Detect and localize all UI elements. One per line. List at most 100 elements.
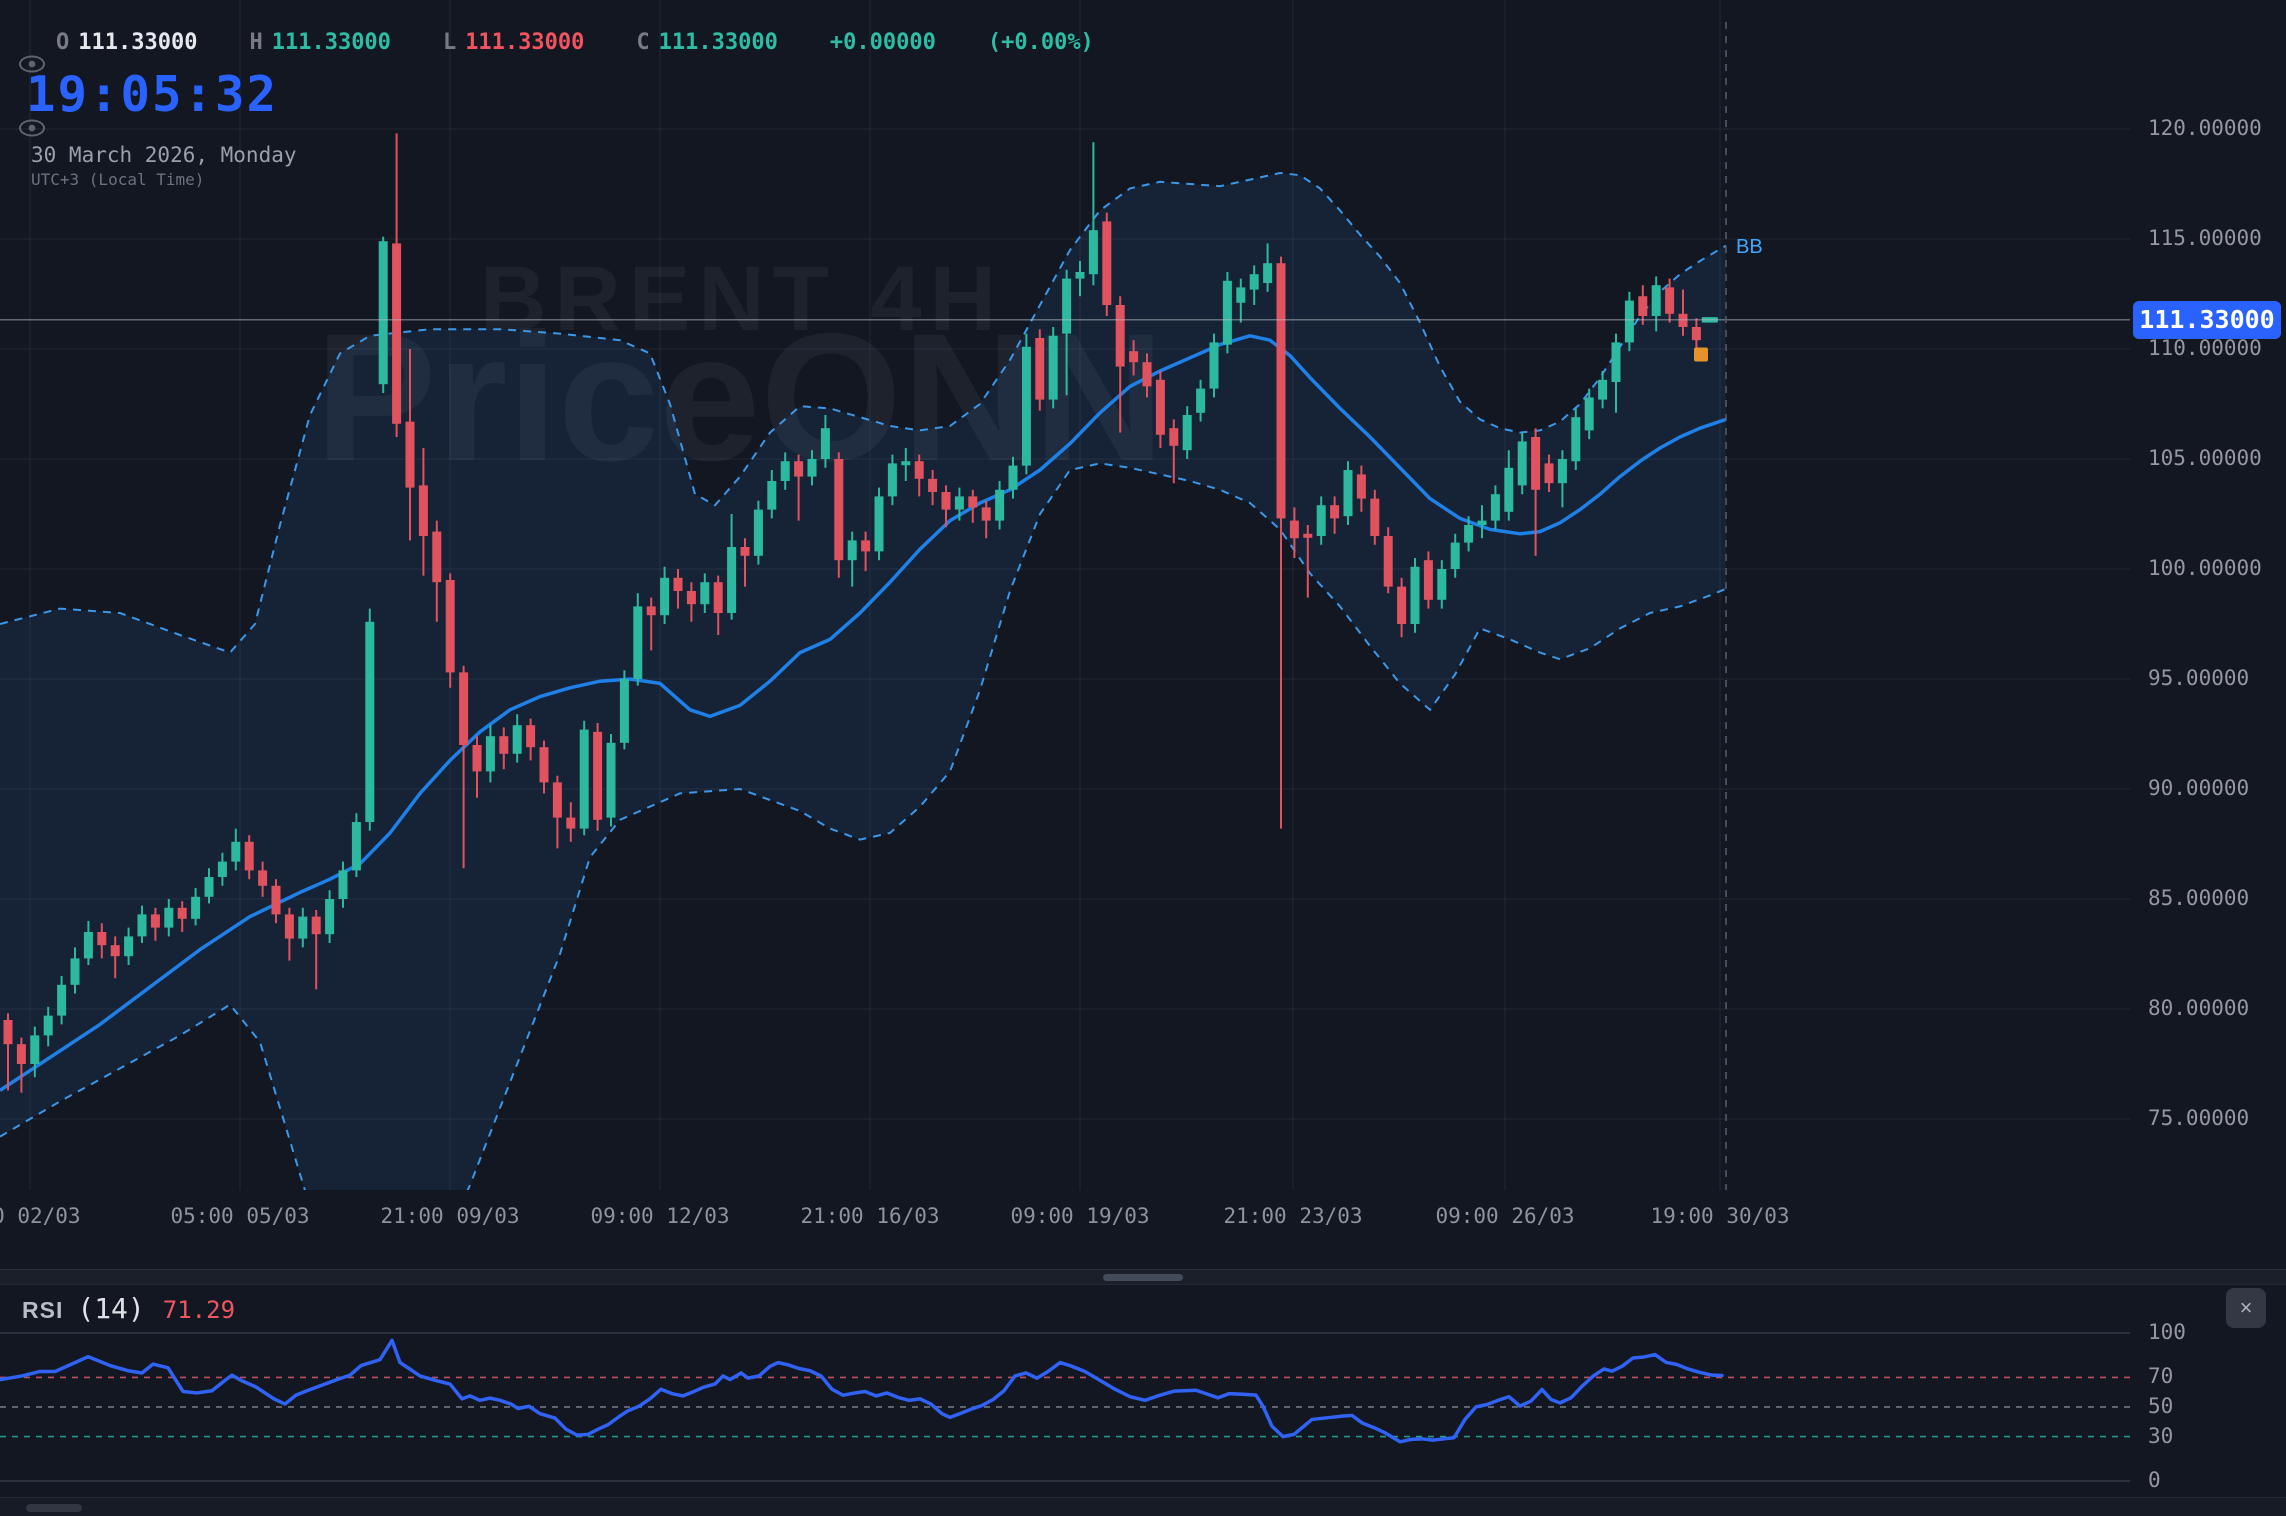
bb-lower-band [0, 462, 1727, 1190]
candle-body [1584, 397, 1594, 431]
candle-body [1490, 494, 1500, 521]
candle-body [619, 679, 629, 743]
current-date: 30 March 2026, Monday [31, 143, 297, 167]
time-axis[interactable]: 00 02/03 05:00 05/03 21:00 09/03 09:00 12/0… [0, 1196, 2130, 1236]
candle-body [1263, 263, 1273, 283]
candle-body [713, 582, 723, 613]
candle-body [1008, 465, 1018, 490]
candle-body [887, 463, 897, 497]
candle-body [485, 736, 495, 772]
candle-body [954, 496, 964, 510]
price-axis-label: 95.00000 [2148, 666, 2250, 690]
bollinger-band-label: BB [1736, 236, 1763, 258]
candle-body [83, 932, 93, 959]
candle-body [1316, 505, 1326, 536]
time-axis-label: 09:00 26/03 [1435, 1204, 1575, 1228]
candle-body [298, 916, 308, 939]
eye-icon[interactable] [17, 118, 47, 138]
candle-body [727, 547, 737, 613]
change-value: +0.00000 [829, 30, 936, 55]
scrollbar-nub[interactable] [26, 1504, 82, 1512]
rsi-indicator-header[interactable]: RSI (14) 71.29 [22, 1292, 235, 1325]
time-axis-label: 21:00 23/03 [1223, 1204, 1363, 1228]
candle-body [472, 745, 482, 772]
candle-body [1276, 263, 1286, 519]
candle-body [1021, 346, 1031, 466]
candle-body [392, 243, 402, 424]
close-value: 111.33000 [658, 30, 778, 55]
time-axis-label: 21:00 16/03 [800, 1204, 940, 1228]
candle-body [338, 870, 348, 899]
candle-body [874, 496, 884, 552]
time-axis-label: 19:00 30/03 [1650, 1204, 1790, 1228]
candle-body [593, 731, 603, 820]
candle-body [418, 485, 428, 536]
close-label: C [636, 30, 650, 55]
price-axis-label: 90.00000 [2148, 776, 2250, 800]
candle-body [633, 606, 643, 679]
open-label: O [56, 30, 70, 55]
rsi-period: (14) [77, 1292, 145, 1325]
candle-body [1517, 441, 1527, 486]
rsi-axis-label: 50 [2148, 1394, 2174, 1418]
price-axis[interactable]: 120.00000 115.00000 110.00000 105.00000 100.… [2130, 0, 2286, 1240]
candle-body [1504, 467, 1514, 512]
candle-body [97, 932, 107, 946]
bb-middle-line [0, 334, 1727, 1092]
candle-body [351, 822, 361, 871]
candle-body [1196, 388, 1206, 413]
candle-body [1598, 379, 1608, 400]
candle-body [1477, 520, 1487, 525]
candle-body [284, 914, 294, 939]
rsi-pane [0, 1338, 1724, 1444]
watermark-symbol: BRENT 4H [480, 248, 1004, 350]
candle-body [499, 736, 509, 754]
candle-body [57, 984, 67, 1016]
pane-resize-handle[interactable] [1103, 1274, 1183, 1281]
candle-body [405, 421, 415, 488]
candle-body [1088, 230, 1098, 275]
rsi-axis-label: 70 [2148, 1364, 2174, 1389]
candle-body [753, 509, 763, 556]
candle-body [941, 492, 951, 510]
rsi-axis[interactable]: 100 70 50 30 0 [2130, 1266, 2286, 1496]
price-axis-label: 100.00000 [2148, 556, 2262, 580]
candle-body [1115, 305, 1125, 367]
price-axis-label: 105.00000 [2148, 446, 2262, 470]
rsi-close-button[interactable]: × [2226, 1288, 2266, 1328]
candle-body [244, 841, 254, 871]
candle-body [539, 747, 549, 783]
candle-body [1544, 463, 1554, 484]
candle-body [1638, 296, 1648, 316]
candle-body [1303, 533, 1313, 538]
candle-body [1209, 342, 1219, 389]
time-axis-label: 09:00 19/03 [1010, 1204, 1150, 1228]
candle-body [231, 841, 241, 862]
candle-body [204, 877, 214, 897]
high-value: 111.33000 [271, 30, 391, 55]
ohlc-header: O 111.33000 H 111.33000 L 111.33000 C 111.33… [56, 30, 1146, 55]
candle-body [968, 496, 978, 508]
candle-body [673, 577, 683, 591]
bb-upper-band [0, 171, 1727, 654]
rsi-title: RSI [22, 1297, 64, 1323]
high-label: H [249, 30, 263, 55]
candle-body [365, 621, 375, 822]
candle-body [780, 461, 790, 481]
candle-body [271, 885, 281, 915]
candle-body [660, 577, 670, 616]
price-axis-label: 115.00000 [2148, 226, 2262, 250]
candle-body [1330, 505, 1340, 519]
candle-body [1397, 586, 1407, 624]
bb-fill [0, 173, 1726, 1190]
candle-body [995, 489, 1005, 521]
eye-icon[interactable] [17, 54, 47, 74]
candle-body [1129, 351, 1139, 363]
order-marker-icon[interactable] [1694, 347, 1708, 362]
candle-body [1343, 470, 1353, 517]
candle-body [794, 461, 804, 477]
candle-body [124, 936, 134, 957]
price-axis-label: 85.00000 [2148, 886, 2250, 910]
